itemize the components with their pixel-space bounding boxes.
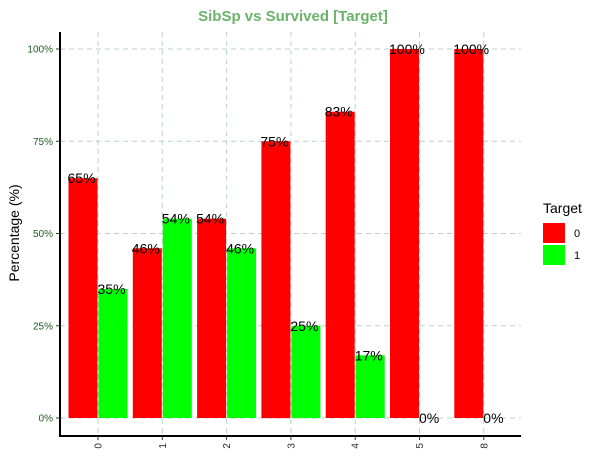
bar-series-1-1 bbox=[163, 219, 192, 418]
data-label: 46% bbox=[132, 240, 160, 256]
legend-title: Target bbox=[543, 200, 582, 216]
y-tick-label: 25% bbox=[33, 321, 53, 332]
x-tick-label: 3 bbox=[286, 443, 297, 449]
bar-series-1-3 bbox=[291, 326, 320, 418]
x-tick-label: 5 bbox=[415, 443, 426, 449]
bar-series-0-0 bbox=[69, 178, 98, 418]
y-tick-label: 50% bbox=[33, 229, 53, 240]
bar-series-0-1 bbox=[133, 248, 162, 418]
x-tick-label: 1 bbox=[158, 443, 169, 449]
data-label: 46% bbox=[226, 240, 254, 256]
data-label: 65% bbox=[68, 170, 96, 186]
bar-series-0-3 bbox=[261, 141, 290, 418]
bar-series-0-8 bbox=[454, 49, 483, 418]
data-label: 54% bbox=[162, 211, 190, 227]
legend-label: 0 bbox=[574, 228, 580, 240]
legend: Target 01 bbox=[543, 200, 582, 265]
x-tick-label: 8 bbox=[479, 443, 490, 449]
data-label: 0% bbox=[483, 410, 503, 426]
data-label: 83% bbox=[325, 104, 353, 120]
y-tick-label: 75% bbox=[33, 137, 53, 148]
bar-series-0-5 bbox=[390, 49, 419, 418]
bar-series-0-2 bbox=[197, 219, 226, 418]
x-tick-label: 4 bbox=[351, 443, 362, 449]
bar-series-1-0 bbox=[99, 289, 128, 418]
legend-items: 01 bbox=[543, 223, 580, 265]
bar-series-0-4 bbox=[326, 112, 355, 418]
y-tick-label: 0% bbox=[39, 414, 54, 425]
grid bbox=[60, 32, 521, 436]
x-ticks: 0 1 2 3 4 5 8 bbox=[94, 436, 491, 449]
bar-series-1-4 bbox=[356, 355, 385, 418]
x-tick-label: 2 bbox=[222, 443, 233, 449]
data-label: 75% bbox=[260, 133, 288, 149]
data-label: 54% bbox=[196, 211, 224, 227]
data-label: 25% bbox=[290, 318, 318, 334]
legend-swatch-0 bbox=[543, 223, 565, 243]
legend-swatch-1 bbox=[543, 245, 565, 265]
x-tick-label: 0 bbox=[94, 443, 105, 449]
data-label: 100% bbox=[453, 41, 489, 57]
bar-series-1-2 bbox=[227, 248, 256, 418]
data-label: 35% bbox=[98, 281, 126, 297]
chart-title: SibSp vs Survived [Target] bbox=[198, 8, 388, 25]
y-axis-label: Percentage (%) bbox=[6, 184, 22, 281]
data-label: 17% bbox=[355, 347, 383, 363]
data-label: 0% bbox=[419, 410, 439, 426]
legend-label: 1 bbox=[574, 250, 580, 262]
y-tick-label: 100% bbox=[27, 45, 53, 56]
y-ticks: 0% 25% 50% 75% 100% bbox=[27, 45, 60, 425]
data-label: 100% bbox=[389, 41, 425, 57]
